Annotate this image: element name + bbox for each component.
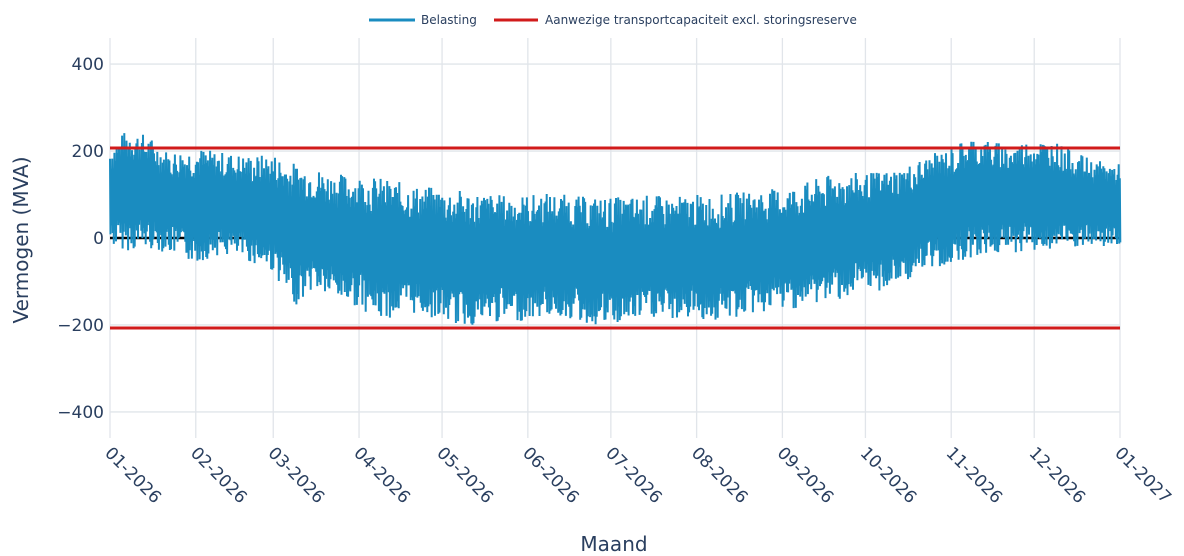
x-tick-label: 02-2026 (186, 443, 250, 507)
x-tick-label: 05-2026 (433, 443, 497, 507)
x-tick-label: 06-2026 (518, 443, 582, 507)
x-tick-label: 07-2026 (601, 443, 665, 507)
series-capaciteit (110, 146, 1120, 330)
x-tick-label: 11-2026 (942, 443, 1006, 507)
legend-label-capaciteit: Aanwezige transportcapaciteit excl. stor… (545, 13, 857, 27)
series-belasting (109, 133, 1122, 325)
x-tick-label: 10-2026 (856, 443, 920, 507)
x-tick-label: 03-2026 (264, 443, 328, 507)
y-tick-label: 0 (93, 229, 104, 249)
belasting-line (109, 133, 1122, 325)
x-tick-labels: 01-2026 02-2026 03-2026 04-2026 05-2026 06-20… (100, 443, 1174, 507)
legend: Belasting Aanwezige transportcapaciteit … (369, 13, 857, 27)
x-tick-label: 08-2026 (687, 443, 751, 507)
x-tick-label: 09-2026 (773, 443, 837, 507)
x-tick-label: 04-2026 (350, 443, 414, 507)
y-tick-label: −200 (57, 316, 104, 336)
y-tick-label: 200 (72, 142, 104, 162)
y-tick-labels: 400 200 0 −200 −400 (57, 55, 104, 423)
x-tick-label: 12-2026 (1025, 443, 1089, 507)
x-axis-title: Maand (580, 532, 647, 556)
legend-label-belasting: Belasting (421, 13, 477, 27)
y-axis-title: Vermogen (MVA) (9, 156, 33, 323)
y-tick-label: −400 (57, 403, 104, 423)
y-tick-label: 400 (72, 55, 104, 75)
x-tick-label: 01-2027 (1110, 443, 1174, 507)
x-tick-label: 01-2026 (100, 443, 164, 507)
